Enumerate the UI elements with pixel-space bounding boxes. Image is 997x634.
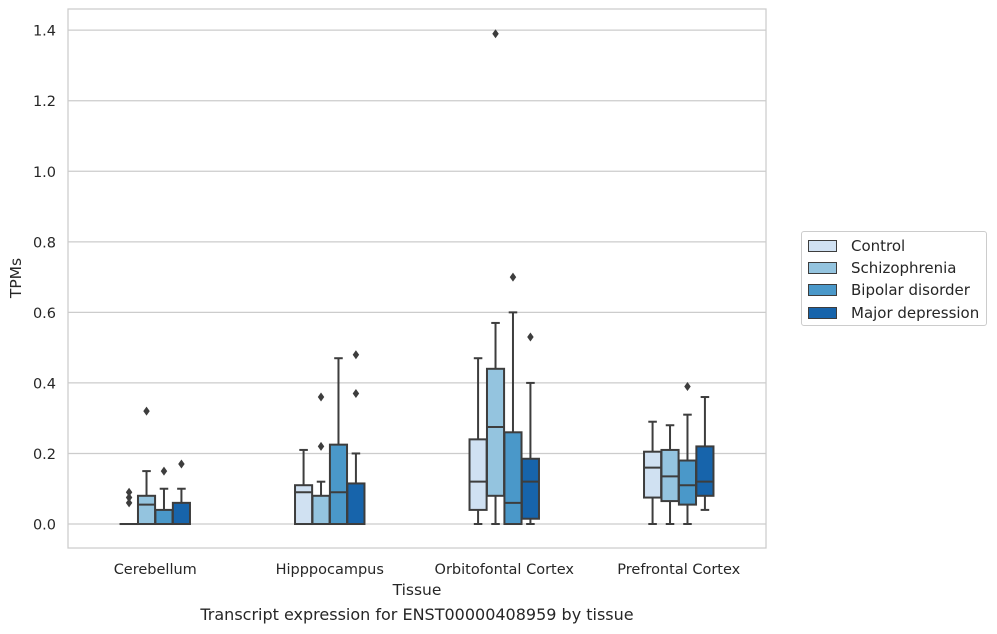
box-body [136, 494, 157, 526]
legend-swatch-schizophrenia [808, 262, 837, 274]
y-tick-label: 1.2 [33, 94, 56, 110]
box-orbitofontal-cortex-control [468, 357, 488, 526]
box-cerebellum-bipolar-disorder [154, 466, 174, 526]
box-cerebellum-major-depression [171, 459, 191, 526]
box-body [311, 494, 331, 526]
box-prefrontal-cortex-major-depression [695, 396, 715, 511]
box-body [677, 459, 698, 506]
x-tick-label-orbitofontal-cortex: Orbitofontal Cortex [435, 562, 575, 578]
box-body [520, 457, 540, 520]
outlier-point [317, 392, 325, 402]
outlier-point [684, 381, 691, 391]
box-orbitofontal-cortex-major-depression [520, 332, 540, 526]
box-body [695, 445, 715, 497]
outlier-point [352, 350, 360, 360]
legend: Control Schizophrenia Bipolar disorder M… [801, 231, 987, 326]
outlier-point [509, 272, 517, 282]
y-tick-label: 0.0 [33, 518, 56, 534]
legend-swatch-control [808, 240, 837, 252]
outlier-point [492, 29, 499, 39]
outlier-point [160, 466, 168, 476]
legend-label-bipolar-disorder: Bipolar disorder [851, 281, 970, 299]
x-tick-label-prefrontal-cortex: Prefrontal Cortex [617, 562, 740, 578]
legend-swatch-major-depression [808, 307, 837, 319]
outlier-point [143, 406, 150, 416]
y-tick-label: 0.6 [33, 306, 56, 322]
box-hipppocampus-control [294, 448, 314, 526]
legend-label-major-depression: Major depression [851, 304, 980, 322]
y-tick-label: 0.2 [33, 447, 56, 463]
x-tick-labels: Cerebellum Hipppocampus Orbitofontal Corte… [114, 562, 741, 578]
box-hipppocampus-schizophrenia [311, 392, 331, 526]
box-prefrontal-cortex-control [643, 420, 663, 526]
outlier-point [125, 493, 133, 503]
y-tick-label: 0.8 [33, 235, 56, 251]
y-tick-labels: 0.0 0.2 0.4 0.6 0.8 1.0 1.2 1.4 [33, 24, 56, 534]
chart-caption: Transcript expression for ENST0000040895… [200, 605, 634, 624]
box-body [503, 431, 523, 526]
box-body [294, 484, 314, 526]
legend-label-schizophrenia: Schizophrenia [851, 259, 957, 277]
box-body [154, 508, 174, 526]
box-body [171, 501, 191, 526]
x-tick-label-cerebellum: Cerebellum [114, 562, 197, 578]
x-axis-label: Tissue [392, 581, 442, 599]
box-body [643, 450, 663, 499]
outlier-point [125, 498, 133, 508]
box-body [328, 443, 349, 526]
box-cerebellum-schizophrenia [136, 406, 157, 526]
outlier-point [352, 388, 360, 398]
box-orbitofontal-cortex-schizophrenia [485, 29, 506, 526]
y-tick-label: 0.4 [33, 376, 56, 392]
box-body [346, 482, 366, 526]
x-tick-label-hipppocampus: Hipppocampus [276, 562, 384, 578]
y-tick-label: 1.4 [33, 24, 56, 40]
plot-frame [67, 8, 767, 549]
box-body [468, 438, 488, 511]
outlier-point [317, 441, 325, 451]
outlier-point [125, 487, 133, 497]
legend-label-control: Control [851, 237, 906, 255]
y-tick-label: 1.0 [33, 165, 56, 181]
boxes [119, 29, 715, 526]
legend-swatch-bipolar-disorder [808, 284, 837, 296]
grid [68, 29, 766, 525]
outlier-point [178, 459, 185, 469]
box-cerebellum-control [119, 487, 139, 526]
outlier-point [527, 332, 534, 342]
box-hipppocampus-major-depression [346, 350, 366, 526]
box-orbitofontal-cortex-bipolar-disorder [503, 272, 523, 526]
box-body [485, 367, 506, 497]
y-axis-label: TPMs [7, 258, 25, 299]
box-prefrontal-cortex-schizophrenia [660, 424, 680, 526]
